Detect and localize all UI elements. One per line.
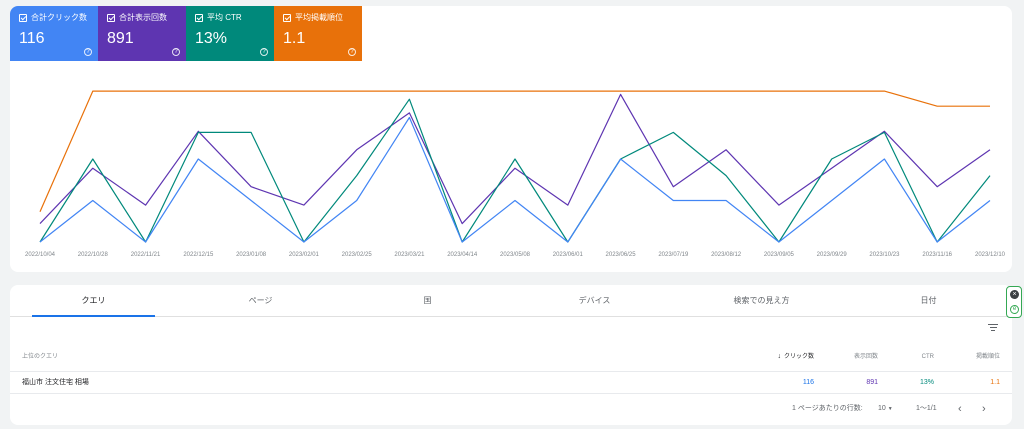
x-tick-label: 2023/11/16 — [922, 252, 952, 258]
help-icon[interactable]: ? — [84, 48, 92, 56]
x-tick-label: 2023/07/19 — [658, 252, 689, 258]
column-header-clicks-label: クリック数 — [783, 354, 814, 360]
metric-label: 平均 CTR — [207, 13, 242, 22]
filter-icon[interactable] — [988, 324, 998, 332]
x-tick-label: 2023/08/12 — [711, 252, 742, 258]
x-tick-label: 2022/12/15 — [183, 252, 214, 258]
next-page-button[interactable]: › — [982, 403, 986, 415]
metric-value: 116 — [19, 30, 45, 47]
x-tick-label: 2022/10/04 — [25, 252, 56, 258]
help-icon[interactable]: ? — [260, 48, 268, 56]
metric-value: 13% — [195, 30, 228, 47]
metric-label: 合計クリック数 — [31, 13, 87, 22]
series-line-ctr — [39, 98, 991, 243]
performance-chart-card: 合計クリック数 116 ? 合計表示回数 891 ? 平均 CTR 13% ? … — [10, 6, 1012, 272]
dimension-tabs: クエリ ページ 国 デバイス 検索での見え方 日付 — [10, 285, 1012, 317]
row-ctr: 13% — [919, 379, 934, 386]
x-tick-label: 2023/02/25 — [342, 252, 373, 258]
report-table-card: クエリ ページ 国 デバイス 検索での見え方 日付 上位のクエリ ↓ クリック数 … — [10, 285, 1012, 425]
metric-label: 平均掲載順位 — [295, 13, 343, 22]
pagination: 1 ページあたりの行数: 10 ▼ 1〜1/1 ‹ › — [792, 400, 1012, 418]
caret-down-icon: ▼ — [887, 406, 893, 412]
x-tick-label: 2023/09/05 — [764, 252, 795, 258]
series-line-position — [39, 90, 990, 213]
row-clicks: 116 — [802, 379, 814, 386]
performance-line-chart[interactable]: 2022/10/04 2022/10/28 2022/11/21 2022/12/15… — [10, 6, 1012, 272]
help-icon[interactable]: ? — [172, 48, 180, 56]
tab-countries[interactable]: 国 — [423, 296, 432, 305]
column-header-impressions[interactable]: 表示回数 — [853, 354, 878, 360]
x-tick-label: 2023/02/01 — [289, 252, 320, 258]
x-tick-label: 2023/03/21 — [394, 252, 425, 258]
checkbox-icon[interactable] — [107, 14, 115, 22]
table-header: 上位のクエリ ↓ クリック数 表示回数 CTR 掲載順位 — [10, 344, 1012, 372]
x-tick-label: 2023/10/23 — [869, 252, 900, 258]
tab-search-appearance[interactable]: 検索での見え方 — [733, 296, 790, 305]
row-query[interactable]: 福山市 注文住宅 相場 — [22, 379, 89, 386]
x-tick-label: 2023/06/25 — [606, 252, 637, 258]
metric-card-ctr[interactable]: 平均 CTR 13% ? — [186, 6, 274, 61]
side-widget: × e — [1006, 286, 1022, 318]
column-header-clicks[interactable]: ↓ クリック数 — [777, 344, 814, 370]
rows-per-page-label: 1 ページあたりの行数: — [792, 405, 863, 412]
x-tick-label: 2023/01/08 — [236, 252, 267, 258]
row-position: 1.1 — [990, 379, 1000, 386]
metric-card-impressions[interactable]: 合計表示回数 891 ? — [98, 6, 186, 61]
series-line-impressions — [39, 93, 991, 225]
rows-per-page-value: 10 — [878, 405, 886, 412]
metric-card-clicks[interactable]: 合計クリック数 116 ? — [10, 6, 98, 61]
metric-value: 1.1 — [283, 30, 306, 47]
x-tick-label: 2023/06/01 — [553, 252, 584, 258]
x-tick-label: 2022/11/21 — [131, 252, 161, 258]
table-row[interactable]: 福山市 注文住宅 相場 116 891 13% 1.1 — [10, 372, 1012, 394]
x-tick-label: 2022/10/28 — [78, 252, 109, 258]
metric-cards: 合計クリック数 116 ? 合計表示回数 891 ? 平均 CTR 13% ? … — [10, 6, 362, 61]
metric-label: 合計表示回数 — [119, 13, 167, 22]
close-icon[interactable]: × — [1010, 290, 1019, 299]
page-range: 1〜1/1 — [916, 405, 937, 412]
tab-dates[interactable]: 日付 — [920, 296, 937, 305]
sort-arrow-icon: ↓ — [777, 353, 781, 360]
x-tick-label: 2023/12/10 — [975, 252, 1006, 258]
tab-devices[interactable]: デバイス — [578, 296, 611, 305]
checkbox-icon[interactable] — [283, 14, 291, 22]
checkbox-icon[interactable] — [19, 14, 27, 22]
checkbox-icon[interactable] — [195, 14, 203, 22]
x-tick-label: 2023/09/29 — [817, 252, 848, 258]
help-icon[interactable]: ? — [348, 48, 356, 56]
x-tick-label: 2023/05/08 — [500, 252, 531, 258]
metric-value: 891 — [107, 30, 134, 47]
series-line-clicks — [39, 116, 991, 243]
rows-per-page-select[interactable]: 10 ▼ — [878, 400, 893, 418]
prev-page-button[interactable]: ‹ — [958, 403, 962, 415]
extension-icon[interactable]: e — [1010, 305, 1019, 314]
metric-card-position[interactable]: 平均掲載順位 1.1 ? — [274, 6, 362, 61]
column-header-ctr[interactable]: CTR — [921, 354, 934, 360]
column-header-query: 上位のクエリ — [22, 354, 59, 360]
tab-pages[interactable]: ページ — [248, 296, 273, 305]
tab-queries[interactable]: クエリ — [10, 285, 177, 317]
column-header-position[interactable]: 掲載順位 — [975, 354, 1000, 360]
row-impressions: 891 — [866, 379, 878, 386]
x-tick-label: 2023/04/14 — [447, 252, 478, 258]
